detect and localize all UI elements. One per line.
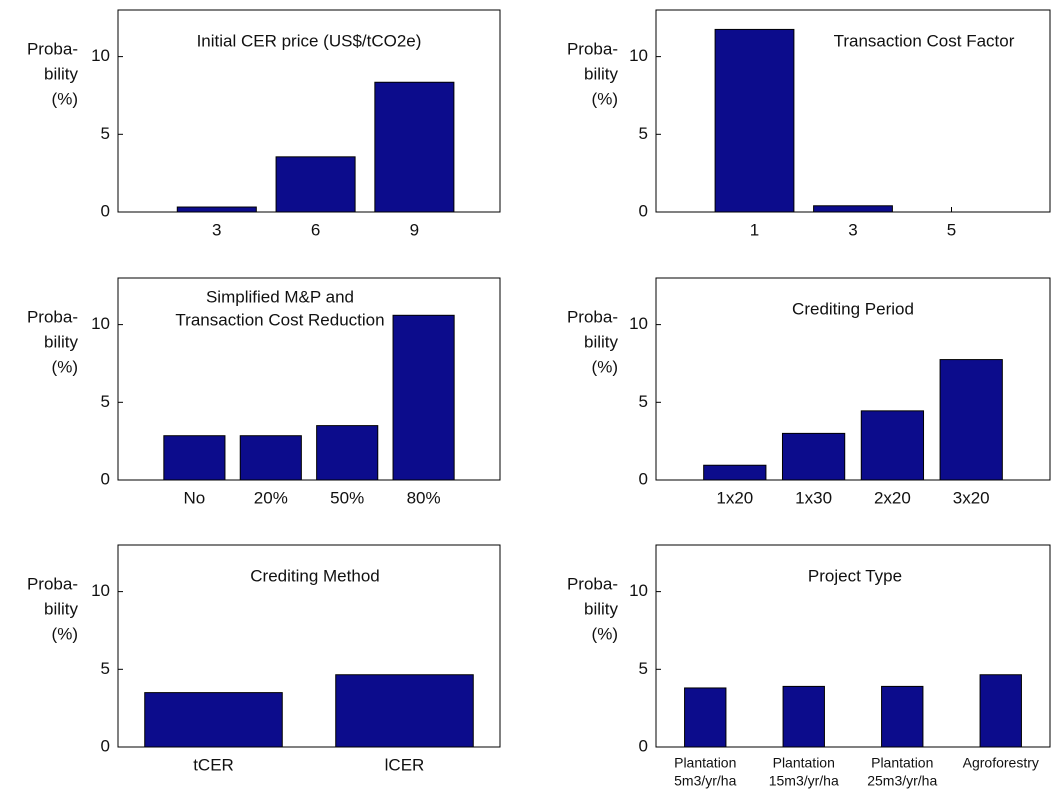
y-tick-label: 5 [639,392,648,411]
y-axis-label: Proba- [27,574,78,593]
y-axis-label: (%) [592,357,618,376]
x-tick-label: 3 [848,220,857,239]
plot-frame [655,277,1051,481]
bar [176,206,257,213]
y-axis-label: Proba- [27,39,78,58]
chart-title: Initial CER price (US$/tCO2e) [197,31,422,50]
x-tick-label: 6 [311,220,320,239]
x-tick-label: 5m3/yr/ha [674,773,736,789]
y-tick-label: 10 [91,581,110,600]
y-axis-label: (%) [592,624,618,643]
y-axis-label: Proba- [567,574,618,593]
y-axis-label: bility [44,64,79,83]
x-tick-label: tCER [193,755,234,774]
chart-title: Transaction Cost Factor [834,31,1015,50]
y-tick-label: 5 [639,124,648,143]
bar [374,81,455,213]
x-tick-label: Plantation [773,755,835,771]
plot-frame [655,544,1051,748]
chart-title: Crediting Method [250,566,379,585]
y-axis-label: Proba- [567,39,618,58]
x-tick-label: 3 [212,220,221,239]
bar [144,692,283,748]
chart-title: Simplified M&P and [206,287,354,306]
bar [939,359,1003,481]
x-tick-label: Plantation [674,755,736,771]
x-tick-label: 1x20 [716,488,753,507]
x-tick-label: No [184,488,206,507]
x-tick-label: 50% [330,488,364,507]
y-axis-label: Proba- [567,307,618,326]
bar [335,674,474,748]
y-tick-label: 0 [101,736,110,755]
bar [392,314,455,481]
y-axis-label: bility [584,332,619,351]
x-tick-label: Agroforestry [963,755,1039,771]
bar [163,435,226,481]
y-axis-label: (%) [52,89,78,108]
y-tick-label: 10 [91,46,110,65]
y-tick-label: 0 [639,469,648,488]
x-tick-label: lCER [385,755,425,774]
plot-frame [117,544,501,748]
x-tick-label: 20% [254,488,288,507]
bar [703,464,767,481]
chart-title: Project Type [808,566,902,585]
bar [979,674,1022,748]
y-axis-label: (%) [52,357,78,376]
plot-frame [117,277,501,481]
bar [781,432,846,481]
bar [813,205,893,213]
x-tick-label: 3x20 [953,488,990,507]
bar [860,410,925,481]
bar [239,435,302,481]
x-tick-label: 80% [407,488,441,507]
y-tick-label: 5 [101,124,110,143]
y-tick-label: 10 [629,46,648,65]
bar [684,687,727,748]
y-axis-label: bility [584,64,619,83]
y-tick-label: 0 [101,469,110,488]
y-tick-label: 10 [629,581,648,600]
x-tick-label: 25m3/yr/ha [867,773,937,789]
x-tick-label: 1 [750,220,759,239]
chart-title: Transaction Cost Reduction [175,310,384,329]
bar [881,685,924,748]
x-tick-label: 9 [410,220,419,239]
y-tick-label: 10 [629,314,648,333]
y-tick-label: 5 [101,659,110,678]
y-tick-label: 0 [639,201,648,220]
bar [782,685,825,748]
y-tick-label: 5 [639,659,648,678]
y-axis-label: Proba- [27,307,78,326]
x-tick-label: 1x30 [795,488,832,507]
bar [714,28,795,213]
y-tick-label: 0 [639,736,648,755]
chart-title: Crediting Period [792,299,914,318]
x-tick-label: Plantation [871,755,933,771]
y-axis-label: bility [44,599,79,618]
y-axis-label: (%) [52,624,78,643]
y-axis-label: bility [584,599,619,618]
bar [316,425,379,481]
y-tick-label: 0 [101,201,110,220]
y-axis-label: bility [44,332,79,351]
y-tick-label: 10 [91,314,110,333]
x-tick-label: 5 [947,220,956,239]
x-tick-label: 15m3/yr/ha [769,773,839,789]
x-tick-label: 2x20 [874,488,911,507]
y-tick-label: 5 [101,392,110,411]
bar [275,156,356,213]
y-axis-label: (%) [592,89,618,108]
